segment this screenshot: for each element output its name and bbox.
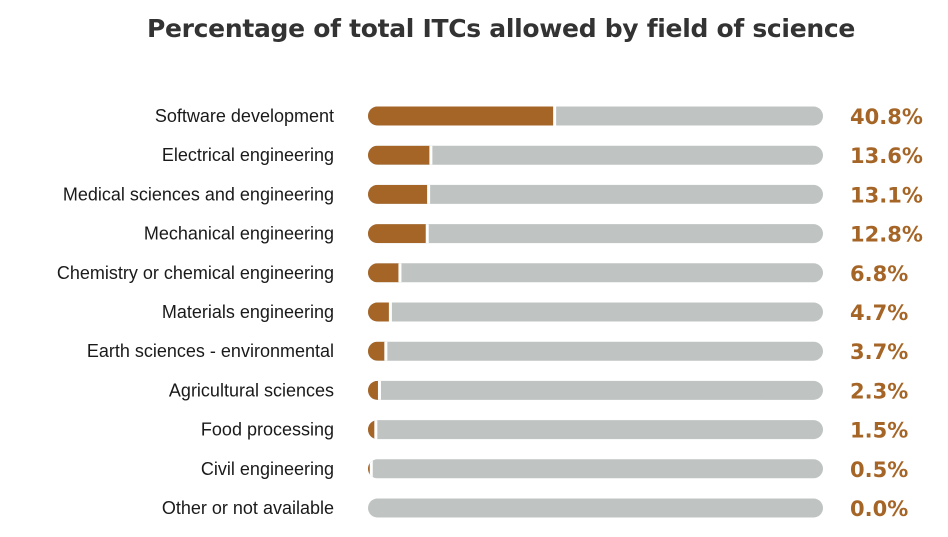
category-label: Agricultural sciences	[169, 380, 334, 400]
category-label: Medical sciences and engineering	[63, 184, 334, 204]
value-label: 1.5%	[850, 419, 908, 443]
value-label: 12.8%	[850, 223, 923, 247]
bar-value	[368, 106, 554, 126]
bar-value	[368, 420, 375, 440]
category-label: Materials engineering	[162, 302, 334, 322]
value-label: 4.7%	[850, 301, 908, 325]
category-label: Earth sciences - environmental	[87, 341, 334, 361]
bar-row: Food processing 1.5%	[201, 419, 908, 443]
bar-row: Software development 40.8%	[155, 105, 923, 129]
bar-row: Chemistry or chemical engineering 6.8%	[57, 262, 908, 286]
bar-value	[368, 459, 371, 479]
bar-row: Other or not available 0.0%	[162, 497, 908, 521]
bar-value	[368, 224, 427, 244]
value-label: 3.7%	[850, 340, 908, 364]
category-label: Civil engineering	[201, 459, 334, 479]
category-label: Food processing	[201, 420, 334, 440]
bar-value	[368, 263, 399, 283]
bar-track	[368, 145, 823, 165]
category-label: Chemistry or chemical engineering	[57, 263, 334, 283]
bar-track	[368, 184, 823, 204]
chart-title: Percentage of total ITCs allowed by fiel…	[146, 14, 856, 43]
bar-row: Mechanical engineering 12.8%	[144, 223, 923, 247]
bar-value	[368, 380, 379, 400]
category-label: Electrical engineering	[162, 145, 334, 165]
bar-row: Medical sciences and engineering 13.1%	[63, 183, 923, 207]
bar-row: Civil engineering 0.5%	[201, 458, 908, 482]
bar-track	[368, 498, 823, 518]
bar-track	[368, 459, 823, 479]
bar-row: Earth sciences - environmental 3.7%	[87, 340, 908, 364]
category-label: Other or not available	[162, 498, 334, 518]
value-label: 0.5%	[850, 458, 908, 482]
bar-row: Materials engineering 4.7%	[162, 301, 908, 325]
bar-track	[368, 380, 823, 400]
bar-track	[368, 302, 823, 322]
value-label: 6.8%	[850, 262, 908, 286]
value-label: 40.8%	[850, 105, 923, 129]
bar-value	[368, 145, 430, 165]
bar-track	[368, 420, 823, 440]
category-label: Software development	[155, 106, 334, 126]
category-label: Mechanical engineering	[144, 224, 334, 244]
value-label: 13.1%	[850, 183, 923, 207]
bar-row: Agricultural sciences 2.3%	[169, 379, 908, 403]
value-label: 13.6%	[850, 144, 923, 168]
bar-value	[368, 302, 390, 322]
bar-value	[368, 341, 385, 361]
bar-row: Electrical engineering 13.6%	[162, 144, 923, 168]
bar-track	[368, 263, 823, 283]
value-label: 2.3%	[850, 379, 908, 403]
bar-track	[368, 341, 823, 361]
bar-value	[368, 184, 428, 204]
bar-track	[368, 224, 823, 244]
value-label: 0.0%	[850, 497, 908, 521]
